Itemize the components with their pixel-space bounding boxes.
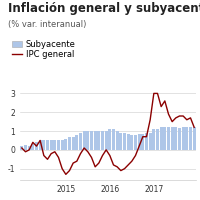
Bar [86, 131, 89, 150]
Bar [182, 127, 185, 150]
Bar [64, 139, 67, 150]
Bar [167, 127, 170, 150]
Bar [174, 127, 177, 150]
Bar [20, 146, 23, 150]
Bar [50, 140, 53, 150]
Bar [57, 140, 60, 150]
Bar [79, 133, 82, 150]
Bar [134, 135, 137, 150]
Bar [178, 128, 181, 150]
Bar [31, 144, 34, 150]
Bar [160, 127, 163, 150]
Bar [141, 134, 144, 150]
Bar [105, 131, 108, 150]
Bar [83, 131, 86, 150]
Bar [138, 134, 141, 150]
Bar [46, 140, 49, 150]
Bar [152, 129, 155, 150]
Bar [185, 127, 188, 150]
Bar [101, 131, 104, 150]
Bar [193, 127, 196, 150]
Bar [75, 135, 78, 150]
Bar [35, 142, 38, 150]
Legend: Subyacente, IPC general: Subyacente, IPC general [12, 40, 75, 59]
Bar [127, 134, 130, 150]
Bar [171, 127, 174, 150]
Bar [130, 135, 133, 150]
Bar [108, 129, 111, 150]
Bar [116, 131, 119, 150]
Bar [72, 137, 75, 150]
Bar [145, 133, 148, 150]
Bar [189, 127, 192, 150]
Bar [112, 129, 115, 150]
Bar [39, 140, 42, 150]
Bar [119, 133, 122, 150]
Bar [68, 137, 71, 150]
Bar [94, 131, 97, 150]
Bar [24, 145, 27, 150]
Bar [123, 133, 126, 150]
Text: Inflación general y subyacente: Inflación general y subyacente [8, 2, 200, 15]
Bar [97, 131, 100, 150]
Bar [149, 133, 152, 150]
Bar [53, 140, 56, 150]
Text: (% var. interanual): (% var. interanual) [8, 20, 86, 29]
Bar [156, 129, 159, 150]
Bar [90, 131, 93, 150]
Bar [163, 127, 166, 150]
Bar [61, 140, 64, 150]
Bar [28, 146, 31, 150]
Bar [42, 140, 45, 150]
